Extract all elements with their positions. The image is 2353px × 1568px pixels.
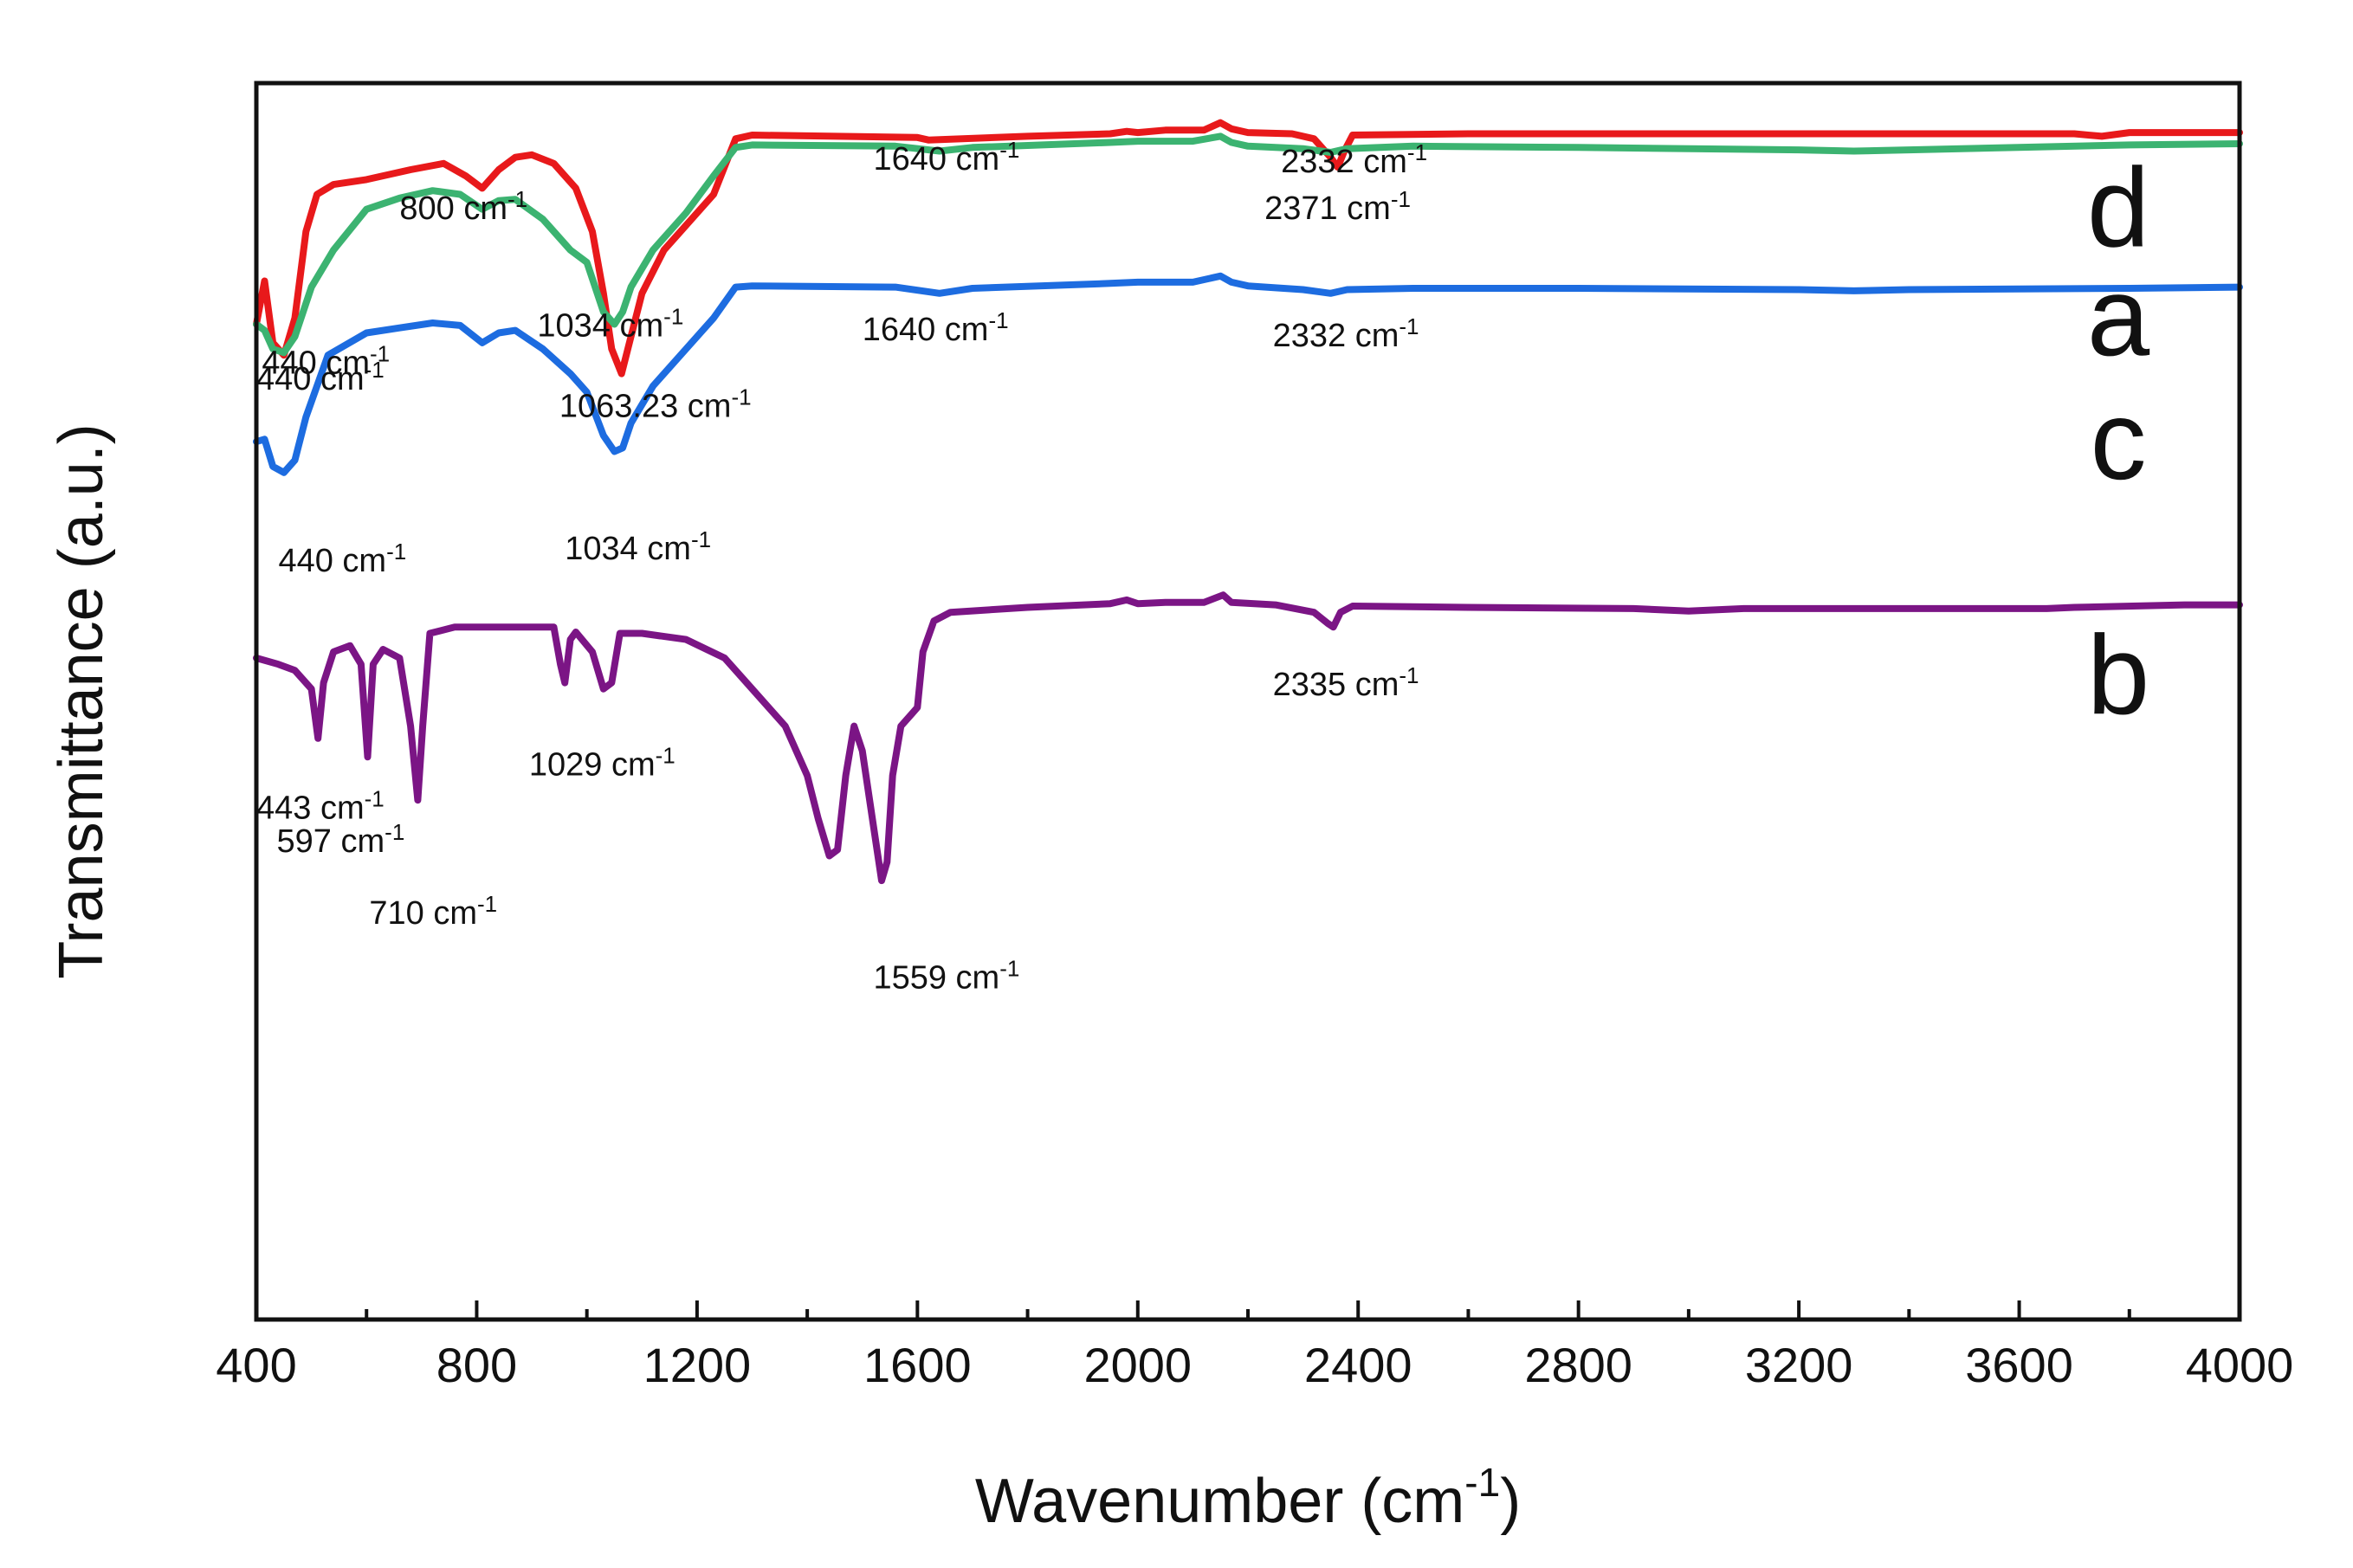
x-tick-label: 2800 xyxy=(1524,1338,1632,1392)
peak-annotation: 2371 cm-1 xyxy=(1264,186,1411,227)
series-label-layer: a bcd xyxy=(2087,144,2150,738)
series-label-c: c xyxy=(2091,377,2147,503)
series-layer xyxy=(253,119,2243,885)
x-tick-label: 1600 xyxy=(863,1338,972,1392)
peak-annotation: 1559 cm-1 xyxy=(873,955,1019,996)
x-tick-label: 1200 xyxy=(643,1338,752,1392)
x-tick-label: 2000 xyxy=(1083,1338,1192,1392)
series-line-c xyxy=(253,272,2243,476)
peak-annotation: 2332 cm-1 xyxy=(1273,313,1419,354)
x-tick-label: 3200 xyxy=(1745,1338,1853,1392)
peak-annotation: 710 cm-1 xyxy=(369,891,497,932)
peak-annotation: 597 cm-1 xyxy=(277,819,405,860)
series-line-b xyxy=(253,591,2243,885)
annotation-layer: 440 cm-1 1063.23 cm-1 800 cm-1 2371 cm-1 443… xyxy=(256,137,1427,996)
peak-annotation: 2332 cm-1 xyxy=(1281,139,1427,180)
series-line-a xyxy=(253,119,2243,377)
peak-annotation: 1034 cm-1 xyxy=(565,526,711,567)
peak-annotation: 800 cm-1 xyxy=(399,186,527,227)
x-tick-label: 800 xyxy=(436,1338,517,1392)
series-label-d: d xyxy=(2087,144,2149,270)
peak-annotation: 1640 cm-1 xyxy=(873,137,1019,177)
x-tick-label: 3600 xyxy=(1965,1338,2073,1392)
y-axis-title: Transmittance (a.u.) xyxy=(47,423,116,979)
peak-annotation: 1063.23 cm-1 xyxy=(559,384,752,425)
peak-annotation: 443 cm-1 xyxy=(256,786,385,827)
peak-annotation: 1034 cm-1 xyxy=(537,304,683,345)
peak-annotation: 440 cm-1 xyxy=(278,539,406,579)
x-tick-label: 400 xyxy=(216,1338,296,1392)
x-tick-label: 2400 xyxy=(1304,1338,1412,1392)
series-label-b: b xyxy=(2087,611,2149,738)
peak-annotation: 1640 cm-1 xyxy=(863,307,1009,348)
x-tick-label: 4000 xyxy=(2186,1338,2294,1392)
peak-annotation: 440 cm-1 xyxy=(256,357,385,397)
peak-annotation: 440 cm-1 xyxy=(262,341,390,382)
series-label-a: a xyxy=(2087,253,2150,379)
peak-annotation: 2335 cm-1 xyxy=(1273,662,1419,703)
peak-annotation: 1029 cm-1 xyxy=(529,743,676,784)
x-axis: 400 800 1200 1600 2000 2400 2800 3200 3600 4000 xyxy=(216,1300,2293,1392)
x-axis-title: Wavenumber (cm-1) xyxy=(975,1460,1521,1536)
series-line-d xyxy=(253,132,2243,357)
